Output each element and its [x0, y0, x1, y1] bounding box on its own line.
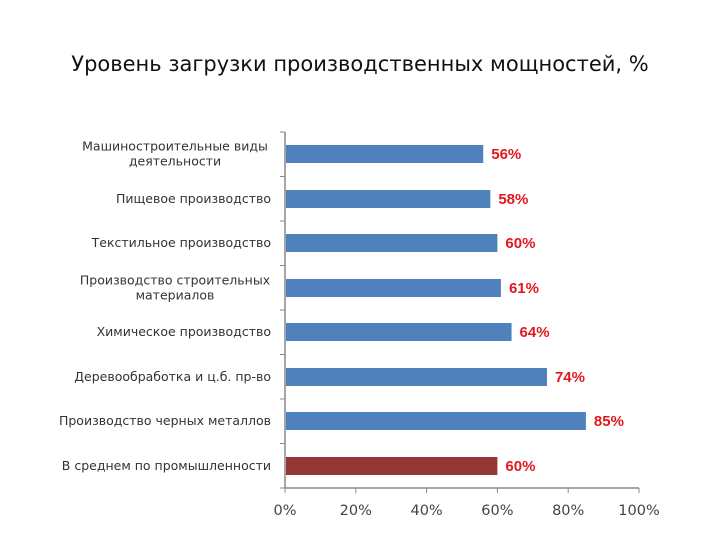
bar [286, 145, 484, 163]
bar [286, 412, 586, 430]
value-label: 61% [509, 280, 539, 297]
bar [286, 323, 512, 341]
category-label: Деревообработка и ц.б. пр-во [74, 369, 271, 384]
category-label: Машиностроительные виды [82, 139, 268, 154]
category-label: материалов [136, 288, 215, 303]
value-label: 64% [520, 324, 550, 341]
x-tick-label: 20% [340, 503, 372, 519]
x-tick-label: 80% [552, 503, 584, 519]
category-label: В среднем по промышленности [62, 458, 271, 473]
category-label: Производство черных металлов [59, 413, 271, 428]
value-label: 60% [505, 235, 535, 252]
value-label: 85% [594, 413, 624, 430]
value-label: 56% [491, 146, 521, 163]
bar [286, 234, 498, 252]
category-label: Пищевое производство [116, 191, 271, 206]
category-label: Химическое производство [97, 324, 271, 339]
bar [286, 279, 501, 297]
category-label: деятельности [129, 154, 221, 169]
value-label: 58% [498, 191, 528, 208]
value-label: 60% [505, 458, 535, 475]
chart-title: Уровень загрузки производственных мощнос… [71, 52, 649, 76]
bar-average [286, 457, 498, 475]
bar [286, 368, 547, 386]
value-label: 74% [555, 369, 585, 386]
category-label: Текстильное производство [91, 235, 271, 250]
x-tick-label: 60% [481, 503, 513, 519]
category-label: Производство строительных [80, 273, 270, 288]
x-tick-label: 100% [618, 503, 659, 519]
bar [286, 190, 491, 208]
x-tick-label: 0% [273, 503, 296, 519]
x-tick-label: 40% [410, 503, 442, 519]
